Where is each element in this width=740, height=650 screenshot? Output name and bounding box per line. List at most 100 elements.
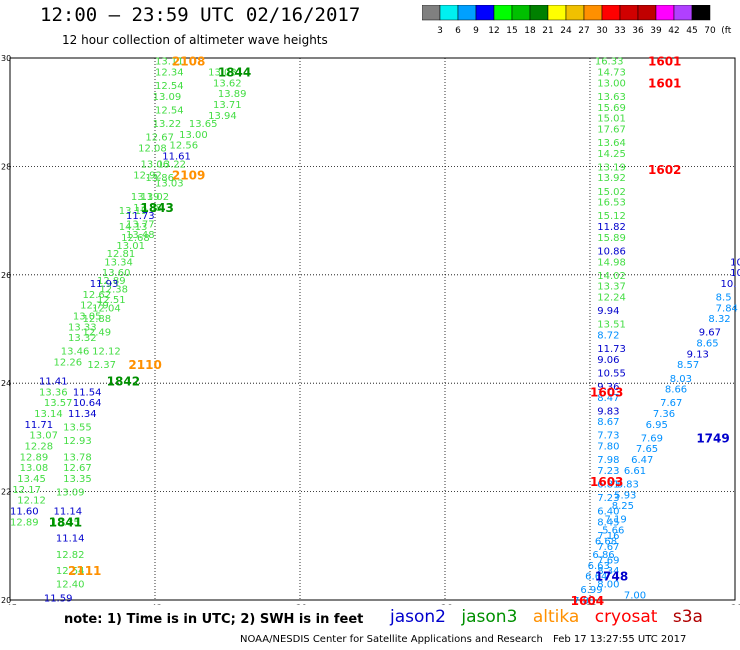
color-tick-label: 18 [524,26,536,36]
wave-height-point: 9.83 [597,406,619,417]
wave-height-point: 13.35 [63,474,92,485]
wave-height-point: 7.65 [636,444,658,455]
wave-height-point: 7.84 [716,303,738,314]
color-tick-label: 36 [632,26,644,36]
wave-height-point: 13.02 [141,192,170,203]
wave-height-point: 16.33 [595,57,624,68]
wave-height-point: 7.69 [597,555,619,566]
pass-time-label: 1842 [107,374,140,388]
wave-height-point: 12.37 [87,360,116,371]
wave-height-point: 11.71 [25,420,54,431]
wave-height-point: 8.45 [597,517,619,528]
y-tick-label: 28 [1,162,11,171]
wave-height-point: 13.45 [17,474,46,485]
wave-height-point: 13.86 [145,173,174,184]
wave-height-point: 7.67 [660,398,682,409]
wave-height-point: 13.11 [155,57,184,68]
wave-height-point: 15.89 [597,233,626,244]
wave-height-point: 14.73 [597,68,626,79]
wave-height-point: 13.92 [597,173,626,184]
wave-height-point: 17.67 [597,124,626,135]
credit-text: NOAA/NESDIS Center for Satellite Applica… [240,634,543,645]
wave-height-point: 13.37 [597,282,626,293]
wave-height-point: 7.03 [573,596,595,605]
x-tick-label: -30 [728,604,740,605]
wave-height-point: 12.54 [56,566,85,577]
wave-height-point: 13.57 [44,398,73,409]
color-tick-label: 6 [455,26,461,36]
wave-height-point: 5.66 [602,526,624,537]
wave-height-point: 7.00 [624,591,646,602]
wave-height-point: 8.65 [696,339,718,350]
legend-item-s3a: s3a [672,607,703,627]
wave-height-point: 7.36 [653,409,675,420]
pass-time-label: 1604 [571,594,604,605]
wave-height-point: 7.23 [597,466,619,477]
wave-height-point: 13.38 [133,203,162,214]
x-tick-label: -39 [293,604,308,605]
wave-height-point: 12.82 [56,550,85,561]
wave-height-point: 12.88 [83,314,112,325]
color-tick-label: 33 [614,26,625,36]
wave-height-point: 13.19 [597,162,626,173]
wave-height-point: 10. [721,279,737,290]
generated-timestamp: Feb 17 13:27:55 UTC 2017 [553,634,687,645]
wave-height-point: 8.5 [716,292,732,303]
footer-note: note: 1) Time is in UTC; 2) SWH is in fe… [64,612,364,627]
pass-time-label: 1601 [648,55,681,69]
y-tick-label: 22 [1,488,11,497]
wave-height-point: 12.40 [56,580,85,591]
wave-height-point: 12.38 [99,284,128,295]
wave-height-point: 12.24 [597,292,626,303]
wave-height-point: 16.53 [597,198,626,209]
pass-time-label: 2109 [172,169,205,183]
wave-height-point: 6.61 [624,466,646,477]
wave-height-point: 12.54 [155,105,184,116]
wave-height-point: 12.68 [121,233,150,244]
wave-height-point: 11.61 [162,152,191,163]
wave-height-point: 13.00 [597,78,626,89]
wave-height-point: 11.54 [73,387,102,398]
wave-height-point: 13.78 [63,452,92,463]
wave-height-point: 6.63 [588,561,610,572]
wave-height-point: 13.07 [29,431,58,442]
wave-height-point: 7.16 [597,531,619,542]
y-tick-label: 30 [1,54,11,63]
wave-height-point: 12.49 [83,328,112,339]
wave-height-point: 11.93 [90,279,119,290]
wave-height-point: 12.08 [138,143,167,154]
wave-height-point: 7.14 [571,604,593,605]
wave-height-point: 10 [730,257,740,268]
wave-height-point: 12.12 [92,347,121,358]
wave-height-point: 13.36 [39,387,68,398]
plot-frame [9,57,736,601]
color-tick-label: 24 [560,26,572,36]
wave-height-point: 12.12 [17,496,46,507]
wave-height-point: 10.55 [597,368,626,379]
page-subtitle: 12 hour collection of altimeter wave hei… [62,33,328,47]
wave-height-point: 6.68 [595,536,617,547]
wave-height-point: 10.64 [73,398,102,409]
wave-height-point: 15.69 [597,103,626,114]
wave-height-point: 13.09 [153,92,182,103]
wave-height-point: 11.41 [39,376,68,387]
color-tick-label: 27 [578,26,589,36]
wave-height-point: 8.03 [670,374,692,385]
legend-item-jason3: jason3 [461,607,518,627]
wave-height-point: 10. [730,268,740,279]
wave-height-point: 13.19 [131,192,160,203]
wave-height-point: 8.67 [597,417,619,428]
wave-height-point: 12.79 [80,301,109,312]
wave-height-point: 6.99 [580,585,602,596]
wave-height-point: 12.67 [145,133,174,144]
pass-time-label: 1844 [218,66,251,80]
wave-height-point: 13.48 [126,230,155,241]
wave-height-point: 13.94 [208,111,237,122]
pass-time-label: 1601 [648,76,681,90]
wave-height-point: 7.80 [597,442,619,453]
wave-height-point: 7.69 [641,433,663,444]
wave-height-point: 13.63 [597,92,626,103]
legend-item-cryosat: cryosat [594,607,658,627]
y-tick-label: 24 [1,379,11,388]
